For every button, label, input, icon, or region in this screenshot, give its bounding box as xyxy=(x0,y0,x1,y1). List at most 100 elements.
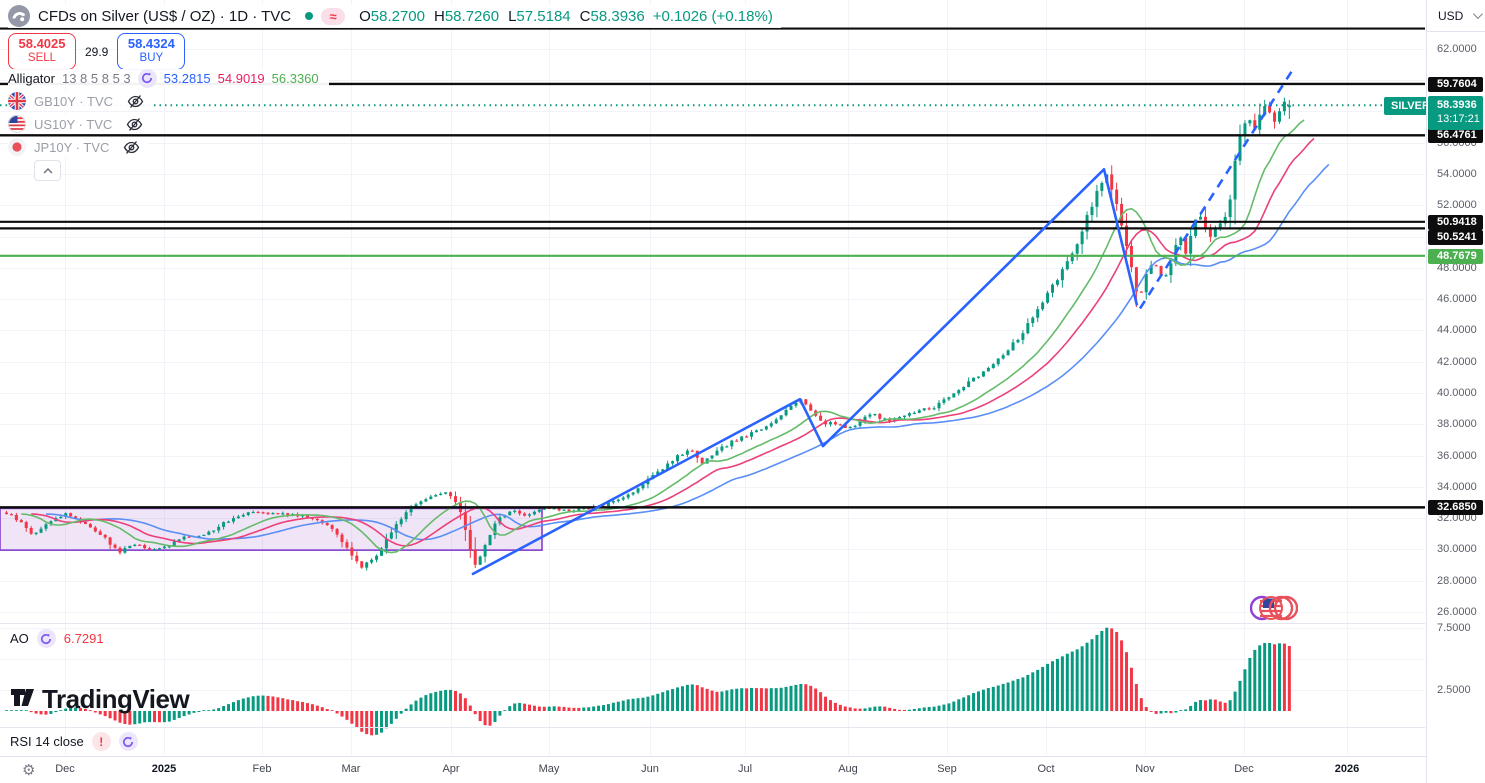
vertical-gridline xyxy=(1145,0,1146,755)
alligator-lips-value: 56.3360 xyxy=(271,70,319,86)
vertical-gridline xyxy=(947,0,948,755)
price-axis[interactable]: USD 62.000056.000054.000052.000050.00004… xyxy=(1426,0,1485,783)
approx-data-icon[interactable]: ≈ xyxy=(321,7,346,25)
price-tick-label: 42.0000 xyxy=(1437,355,1477,368)
gb-flag-icon xyxy=(8,92,26,110)
overlay-flag-stack-icon xyxy=(1249,594,1299,627)
horizontal-gridline xyxy=(0,143,1425,144)
chart-canvas[interactable] xyxy=(0,0,1425,755)
sell-button[interactable]: 58.4025 SELL xyxy=(8,33,76,70)
rsi-warning-icon[interactable]: ! xyxy=(91,732,111,751)
horizontal-gridline xyxy=(0,487,1425,488)
rsi-name[interactable]: RSI 14 close xyxy=(10,734,84,749)
price-tick-label: 44.0000 xyxy=(1437,324,1477,337)
buy-button[interactable]: 58.4324 BUY xyxy=(117,33,186,70)
jp-flag-icon xyxy=(8,138,26,156)
price-tick-label: 62.0000 xyxy=(1437,42,1477,55)
vertical-gridline xyxy=(1347,0,1348,755)
horizontal-gridline xyxy=(0,393,1425,394)
alligator-name[interactable]: Alligator xyxy=(8,70,55,86)
ao-pane-divider[interactable] xyxy=(0,623,1425,624)
tradingview-wordmark: TradingView xyxy=(42,684,190,714)
trade-panel: 58.4025 SELL 29.9 58.4324 BUY xyxy=(8,33,186,70)
low-label: L xyxy=(508,7,517,25)
horizontal-gridline xyxy=(0,205,1425,206)
currency-dropdown[interactable]: USD xyxy=(1427,0,1485,32)
overlay-row-us10y[interactable]: US10Y · TVC xyxy=(8,114,152,134)
price-tick-label: 28.0000 xyxy=(1437,574,1477,587)
time-tick-label: Dec xyxy=(1234,763,1254,775)
price-level-badge: 32.6850 xyxy=(1428,500,1483,515)
market-status-icon[interactable] xyxy=(305,12,314,20)
rsi-pane-divider[interactable] xyxy=(0,727,1425,728)
ao-tick-label: 2.5000 xyxy=(1437,684,1471,696)
gb10y-hidden-eye-icon[interactable] xyxy=(127,93,144,110)
price-tick-label: 26.0000 xyxy=(1437,605,1477,618)
vertical-gridline xyxy=(1046,0,1047,755)
current-price-value: 58.3936 xyxy=(1437,99,1477,112)
buy-price: 58.4324 xyxy=(127,36,175,52)
vertical-gridline xyxy=(351,0,352,755)
price-tick-label: 30.0000 xyxy=(1437,543,1477,556)
overlay-row-gb10y[interactable]: GB10Y · TVC xyxy=(8,91,152,111)
jp10y-hidden-eye-icon[interactable] xyxy=(123,139,140,156)
time-axis[interactable]: Dec 2025 Feb Mar Apr May Jun Jul Aug Sep Oct Nov Dec… xyxy=(0,756,1485,783)
vertical-gridline xyxy=(848,0,849,755)
alligator-refresh-icon[interactable] xyxy=(137,68,157,88)
us10y-hidden-eye-icon[interactable] xyxy=(126,116,143,133)
symbol-title[interactable]: CFDs on Silver (US$ / OZ) · 1D · TVC xyxy=(38,7,292,25)
spread-value: 29.9 xyxy=(85,44,109,59)
overlay-name-us10y[interactable]: US10Y · TVC xyxy=(34,116,113,132)
alligator-teeth-value: 54.9019 xyxy=(217,70,265,86)
legend-collapse-button[interactable] xyxy=(34,160,61,181)
ao-name[interactable]: AO xyxy=(10,631,29,646)
high-label: H xyxy=(434,7,445,25)
silver-price-line-label[interactable]: SILVER xyxy=(1384,97,1437,115)
current-price-badge: 58.3936 13:17:21 xyxy=(1428,96,1483,130)
price-level-badge: 48.7679 xyxy=(1428,249,1483,264)
price-tick-label: 32.0000 xyxy=(1437,512,1477,525)
overlay-name-gb10y[interactable]: GB10Y · TVC xyxy=(34,93,113,109)
horizontal-gridline xyxy=(0,80,1425,81)
vertical-gridline xyxy=(1244,0,1245,755)
vertical-gridline xyxy=(451,0,452,755)
price-level-badge: 50.5241 xyxy=(1428,230,1483,245)
axis-settings-gear-icon[interactable]: ⚙ xyxy=(22,762,36,779)
alligator-lips-line xyxy=(21,119,1305,554)
trend-zigzag-drawing[interactable] xyxy=(471,168,1139,576)
overlay-name-jp10y[interactable]: JP10Y · TVC xyxy=(34,139,110,155)
tradingview-logo-icon xyxy=(10,684,36,715)
price-tick-label: 40.0000 xyxy=(1437,386,1477,399)
vertical-gridline xyxy=(745,0,746,755)
horizontal-gridline xyxy=(0,362,1425,363)
bar-countdown: 13:17:21 xyxy=(1437,113,1480,125)
vertical-gridline xyxy=(65,0,66,755)
horizontal-gridline xyxy=(0,111,1425,112)
time-tick-label: Oct xyxy=(1037,763,1055,775)
buy-label: BUY xyxy=(139,52,164,65)
vertical-gridline xyxy=(650,0,651,755)
rsi-refresh-icon[interactable] xyxy=(118,732,138,751)
time-tick-label: Sep xyxy=(937,763,957,775)
horizontal-gridline xyxy=(0,268,1425,269)
time-tick-label: Mar xyxy=(341,763,361,775)
consolidation-zone-drawing[interactable] xyxy=(0,507,543,551)
alligator-teeth-line xyxy=(31,137,1315,547)
overlay-row-jp10y[interactable]: JP10Y · TVC xyxy=(8,137,149,157)
high-value: 58.7260 xyxy=(444,7,500,25)
time-tick-label: Nov xyxy=(1135,763,1155,775)
low-value: 57.5184 xyxy=(516,7,571,25)
close-value: 58.3936 xyxy=(590,7,645,25)
chevron-down-icon xyxy=(1473,9,1484,20)
price-tick-label: 52.0000 xyxy=(1437,199,1477,212)
price-tick-label: 46.0000 xyxy=(1437,293,1477,306)
price-level-badge: 50.9418 xyxy=(1428,215,1483,230)
candlestick-series xyxy=(5,97,1291,571)
ao-refresh-icon[interactable] xyxy=(36,629,56,648)
horizontal-gridline xyxy=(0,49,1425,50)
horizontal-gridline xyxy=(0,612,1425,613)
time-tick-label: Aug xyxy=(838,763,858,775)
horizontal-gridline xyxy=(0,549,1425,550)
vertical-gridline xyxy=(164,0,165,755)
